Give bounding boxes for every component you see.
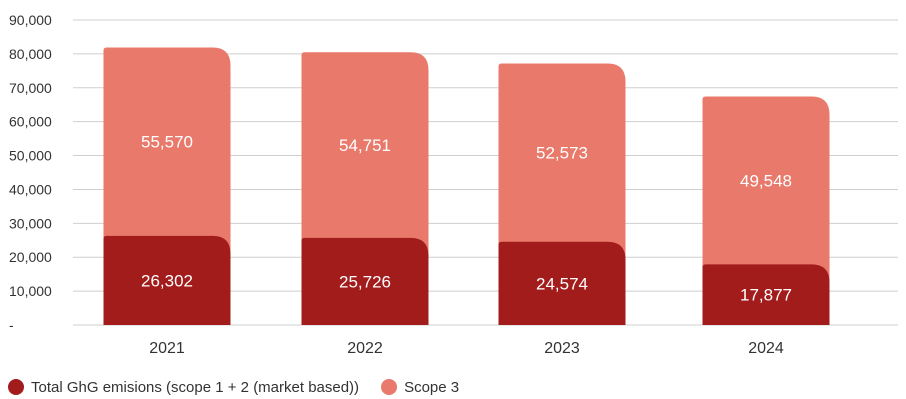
y-tick-label: - xyxy=(9,317,14,333)
y-tick-label: 20,000 xyxy=(9,249,52,265)
data-label-scope-1-2: 25,726 xyxy=(339,272,391,291)
y-tick-label: 70,000 xyxy=(9,80,52,96)
bar-scope-1-2 xyxy=(498,241,626,325)
data-label-scope-3: 52,573 xyxy=(536,144,588,163)
y-tick-label: 60,000 xyxy=(9,114,52,130)
legend-swatch-scope-1-2 xyxy=(8,379,24,395)
legend-swatch-scope-3 xyxy=(381,379,398,395)
y-tick-label: 90,000 xyxy=(9,12,52,28)
legend: Total GhG emisions (scope 1 + 2 (market … xyxy=(8,377,481,397)
bar-scope-1-2 xyxy=(301,237,429,325)
data-label-scope-3: 55,570 xyxy=(141,133,193,152)
data-label-scope-3: 49,548 xyxy=(740,171,792,190)
legend-label-scope-1-2: Total GhG emisions (scope 1 + 2 (market … xyxy=(31,378,360,396)
data-label-scope-3: 54,751 xyxy=(339,136,391,155)
stacked-bar-chart: - 10,000 20,000 30,000 40,000 50,000 60,000 70,… xyxy=(9,12,898,357)
legend-item-scope-3: Scope 3 xyxy=(381,379,459,396)
legend-item-scope-1-2: Total GhG emisions (scope 1 + 2 (market … xyxy=(8,379,359,396)
bar-scope-1-2 xyxy=(103,235,231,325)
y-tick-label: 10,000 xyxy=(9,283,52,299)
x-tick-label: 2021 xyxy=(149,340,185,357)
x-tick-label: 2022 xyxy=(347,340,383,357)
data-label-scope-1-2: 26,302 xyxy=(141,271,193,290)
data-label-scope-1-2: 24,574 xyxy=(536,274,588,293)
data-label-scope-1-2: 17,877 xyxy=(740,286,792,305)
y-tick-label: 40,000 xyxy=(9,181,52,197)
y-tick-label: 80,000 xyxy=(9,46,52,62)
bar-scope-1-2 xyxy=(702,264,830,325)
y-tick-label: 30,000 xyxy=(9,215,52,231)
x-tick-label: 2024 xyxy=(748,340,784,357)
legend-label-scope-3: Scope 3 xyxy=(404,378,460,396)
y-tick-label: 50,000 xyxy=(9,148,52,164)
x-tick-label: 2023 xyxy=(544,340,580,357)
